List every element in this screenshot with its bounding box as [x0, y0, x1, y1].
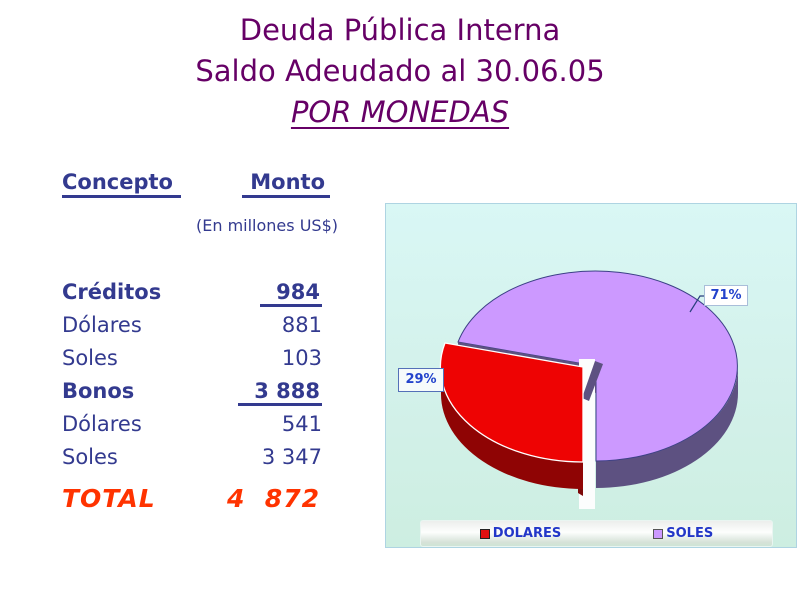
- table-header: Concepto Monto: [62, 170, 330, 198]
- chart-panel: 71% 29% DOLARES SOLES: [385, 203, 797, 548]
- row-value: 3 888: [238, 379, 322, 406]
- row-value: 541: [281, 412, 322, 436]
- title-line-2: Saldo Adeudado al 30.06.05: [195, 54, 605, 88]
- pie-soles-side: [596, 366, 738, 488]
- table-row: Créditos 984: [62, 280, 322, 313]
- table-row: Dólares 541: [62, 412, 322, 445]
- table-row: Dólares 881: [62, 313, 322, 346]
- leader-line-71: [689, 295, 704, 313]
- row-label: Soles: [62, 445, 118, 469]
- row-value: 881: [281, 313, 322, 337]
- header-monto: Monto: [242, 170, 330, 198]
- legend-marker-soles-icon: [653, 528, 664, 539]
- table-total-row: TOTAL 4 872: [62, 484, 322, 524]
- pie-label-dolares: 29%: [398, 368, 444, 392]
- pie-label-soles: 71%: [704, 285, 748, 306]
- pie-soles-cut-sliver: [582, 361, 603, 401]
- table-row: Soles 3 347: [62, 445, 322, 478]
- row-label: Dólares: [62, 313, 142, 337]
- header-concepto: Concepto: [62, 170, 181, 198]
- row-value: 103: [281, 346, 322, 370]
- pie-slice-dolares: [439, 342, 584, 463]
- row-label: Soles: [62, 346, 118, 370]
- total-label: TOTAL: [62, 484, 156, 513]
- table-subtitle: (En millones US$): [196, 216, 338, 235]
- row-label: Créditos: [62, 280, 162, 304]
- pie-dolares-side: [441, 367, 583, 489]
- row-label: Bonos: [62, 379, 135, 403]
- legend-item-soles: SOLES: [653, 526, 713, 541]
- pie-chart: [439, 270, 738, 509]
- legend-item-dolares: DOLARES: [479, 526, 562, 541]
- row-value: 984: [260, 280, 322, 307]
- legend-label-soles: SOLES: [666, 526, 714, 541]
- total-value: 4 872: [227, 484, 320, 513]
- slide-title: Deuda Pública Interna Saldo Adeudado al …: [0, 10, 800, 133]
- table-rows: Créditos 984 Dólares 881 Soles 103 Bonos…: [62, 280, 322, 524]
- table-row: Soles 103: [62, 346, 322, 379]
- row-value: 3 347: [261, 445, 322, 469]
- chart-legend: DOLARES SOLES: [420, 520, 773, 547]
- legend-marker-dolares-icon: [479, 528, 490, 539]
- row-label: Dólares: [62, 412, 142, 436]
- title-line-3: POR MONEDAS: [290, 95, 510, 129]
- legend-label-dolares: DOLARES: [492, 526, 562, 541]
- data-table: Concepto Monto Créditos 984 Dólares 881 …: [62, 170, 330, 513]
- table-row: Bonos 3 888: [62, 379, 322, 412]
- title-line-1: Deuda Pública Interna: [239, 13, 561, 47]
